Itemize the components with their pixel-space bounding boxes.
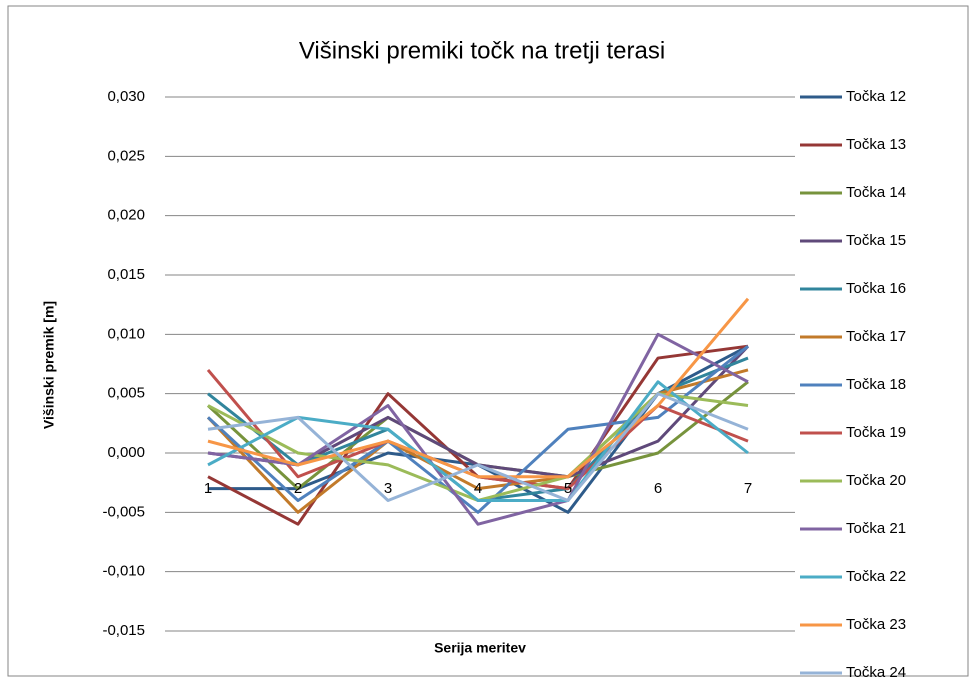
x-tick-label: 3 (384, 480, 392, 497)
legend-label: Točka 15 (846, 232, 906, 249)
chart-border (7, 5, 969, 677)
y-axis-label: Višinski premik [m] (41, 301, 57, 429)
x-tick-label: 7 (744, 480, 752, 497)
legend-label: Točka 24 (846, 664, 906, 681)
x-tick-label: 6 (654, 480, 662, 497)
series-line (206, 345, 749, 514)
x-tick-label: 1 (204, 480, 212, 497)
legend-label: Točka 22 (846, 568, 906, 585)
y-tick-label: -0,015 (102, 622, 145, 639)
x-tick-label: 5 (564, 480, 572, 497)
legend-label: Točka 13 (846, 136, 906, 153)
y-tick-label: 0,020 (107, 207, 145, 224)
chart-title: Višinski premiki točk na tretji terasi (299, 37, 665, 64)
y-tick-label: 0,000 (107, 444, 145, 461)
y-tick-label: 0,010 (107, 325, 145, 342)
y-tick-label: 0,015 (107, 266, 145, 283)
legend-label: Točka 14 (846, 184, 906, 201)
legend-label: Točka 23 (846, 616, 906, 633)
y-tick-label: 0,025 (107, 147, 145, 164)
y-tick-label: -0,005 (102, 503, 145, 520)
legend-label: Točka 18 (846, 376, 906, 393)
x-tick-label: 4 (474, 480, 482, 497)
y-tick-label: 0,005 (107, 385, 145, 402)
legend-label: Točka 21 (846, 520, 906, 537)
x-tick-label: 2 (294, 480, 302, 497)
legend-label: Točka 12 (846, 88, 906, 105)
x-axis-label: Serija meritev (434, 640, 526, 656)
series-line (207, 392, 749, 502)
legend-label: Točka 17 (846, 328, 906, 345)
legend-label: Točka 16 (846, 280, 906, 297)
series-line (207, 297, 750, 479)
y-tick-label: 0,030 (107, 88, 145, 105)
legend-label: Točka 19 (846, 424, 906, 441)
y-tick-label: -0,010 (102, 563, 145, 580)
legend-label: Točka 20 (846, 472, 906, 489)
